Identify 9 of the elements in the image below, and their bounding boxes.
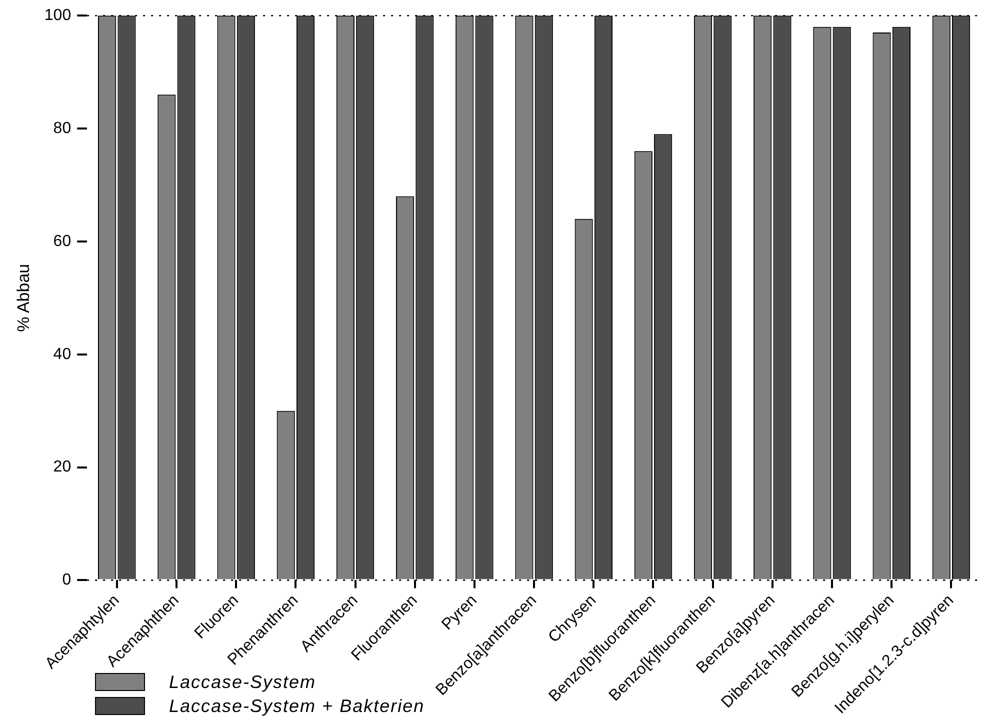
- y-tick-label: 80: [53, 120, 72, 137]
- legend-label: Laccase-System: [169, 672, 316, 692]
- y-tick-label: 0: [62, 572, 72, 589]
- y-tick-label: 20: [53, 458, 72, 476]
- y-tick-label: 100: [44, 7, 72, 24]
- legend-label: Laccase-System + Bakterien: [169, 696, 425, 716]
- y-tick-label: 40: [53, 346, 72, 363]
- y-axis-title: % Abbau: [14, 264, 33, 332]
- y-tick-label: 60: [53, 232, 72, 250]
